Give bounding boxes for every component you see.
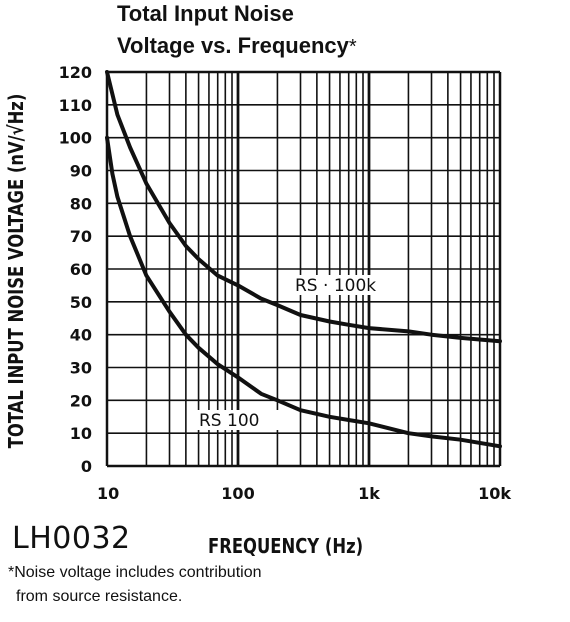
y-tick-label: 40 <box>70 326 92 345</box>
series-label-bg-2 <box>197 410 283 430</box>
series-labels: RS · 100k RS 100 <box>197 275 385 431</box>
y-axis-label: TOTAL INPUT NOISE VOLTAGE (nV/√Hz) <box>6 94 29 449</box>
chart-title-line-2-text: Voltage vs. Frequency <box>117 33 349 58</box>
y-tick-label: 90 <box>70 162 92 181</box>
y-tick-label: 30 <box>70 359 92 378</box>
chart-title-line-2: Voltage vs. Frequency* <box>117 32 357 61</box>
y-tick-label: 110 <box>59 96 92 115</box>
y-tick-label: 80 <box>70 194 92 213</box>
footnote-line-1: *Noise voltage includes contribution <box>8 564 262 581</box>
series-label-2: RS 100 <box>199 411 259 431</box>
y-tick-label: 70 <box>70 227 92 246</box>
title-asterisk: * <box>348 36 357 58</box>
device-label: LH0032 <box>12 521 131 556</box>
x-tick-label: 10k <box>478 484 511 503</box>
x-tick-label: 1k <box>358 484 380 503</box>
x-tick-label: 10 <box>97 484 119 503</box>
y-tick-label: 60 <box>70 260 92 279</box>
tick-labels: 0 10 20 30 40 50 60 70 80 90 100 110 120 10 100 1k 10k <box>59 63 512 503</box>
y-tick-label: 10 <box>70 424 92 443</box>
series-lines <box>105 70 502 449</box>
y-tick-label: 50 <box>70 293 92 312</box>
y-tick-label: 100 <box>59 129 92 148</box>
y-tick-label: 20 <box>70 391 92 410</box>
footnote-line-2: from source resistance. <box>16 588 183 605</box>
series-line-1 <box>105 70 502 344</box>
y-tick-label: 120 <box>59 63 92 82</box>
series-line-2 <box>105 135 502 449</box>
grid <box>105 70 502 468</box>
series-label-bg-1 <box>293 275 385 295</box>
y-tick-label: 0 <box>81 457 92 476</box>
series-label-1: RS · 100k <box>295 276 376 296</box>
x-tick-label: 100 <box>221 484 254 503</box>
chart-title-line-1: Total Input Noise <box>117 1 294 26</box>
x-axis-label: FREQUENCY (Hz) <box>208 534 364 558</box>
